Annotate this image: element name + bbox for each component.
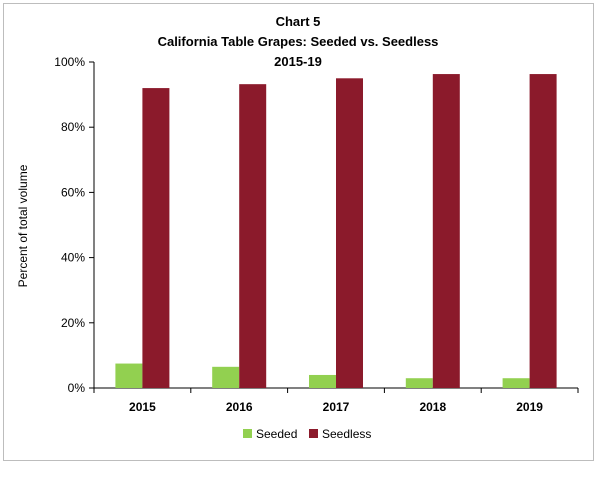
y-tick-label: 20% [61, 316, 85, 330]
legend-swatch-seeded [243, 429, 252, 438]
x-tick-label: 2015 [129, 400, 156, 414]
bar-seedless-2016 [239, 84, 267, 388]
chart-frame [3, 3, 594, 461]
chart-title-line-2: California Table Grapes: Seeded vs. Seed… [158, 34, 439, 49]
x-tick-label: 2017 [323, 400, 350, 414]
bar-seedless-2018 [432, 74, 460, 388]
bar-seedless-2015 [142, 88, 170, 388]
chart-title-line-1: Chart 5 [276, 14, 321, 29]
y-tick-label: 0% [68, 381, 86, 395]
x-tick-label: 2019 [516, 400, 543, 414]
bar-seedless-2019 [529, 74, 557, 388]
bar-seeded-2019 [502, 378, 530, 388]
legend: Seeded Seedless [243, 427, 371, 441]
y-tick-label: 80% [61, 120, 85, 134]
x-tick-label: 2018 [419, 400, 446, 414]
legend-swatch-seedless [309, 429, 318, 438]
y-axis-title: Percent of total volume [16, 164, 30, 287]
y-tick-label: 60% [61, 185, 85, 199]
x-axis: 2015 2016 2017 2018 2019 [93, 387, 579, 414]
bar-seeded-2016 [212, 366, 240, 388]
bar-seeded-2018 [405, 378, 433, 388]
chart-title: Chart 5 California Table Grapes: Seeded … [158, 14, 439, 69]
bar-seeded-2015 [115, 363, 143, 388]
y-tick-label: 100% [54, 55, 85, 69]
y-axis: 0% 20% 40% 60% 80% 100% [54, 55, 95, 395]
bar-seeded-2017 [309, 374, 336, 388]
y-tick-label: 40% [61, 251, 85, 265]
chart-title-line-3: 2015-19 [274, 54, 322, 69]
bars [115, 74, 557, 389]
x-tick-label: 2016 [226, 400, 253, 414]
bar-seedless-2017 [336, 78, 363, 389]
legend-label-seedless: Seedless [322, 427, 371, 441]
legend-label-seeded: Seeded [256, 427, 297, 441]
